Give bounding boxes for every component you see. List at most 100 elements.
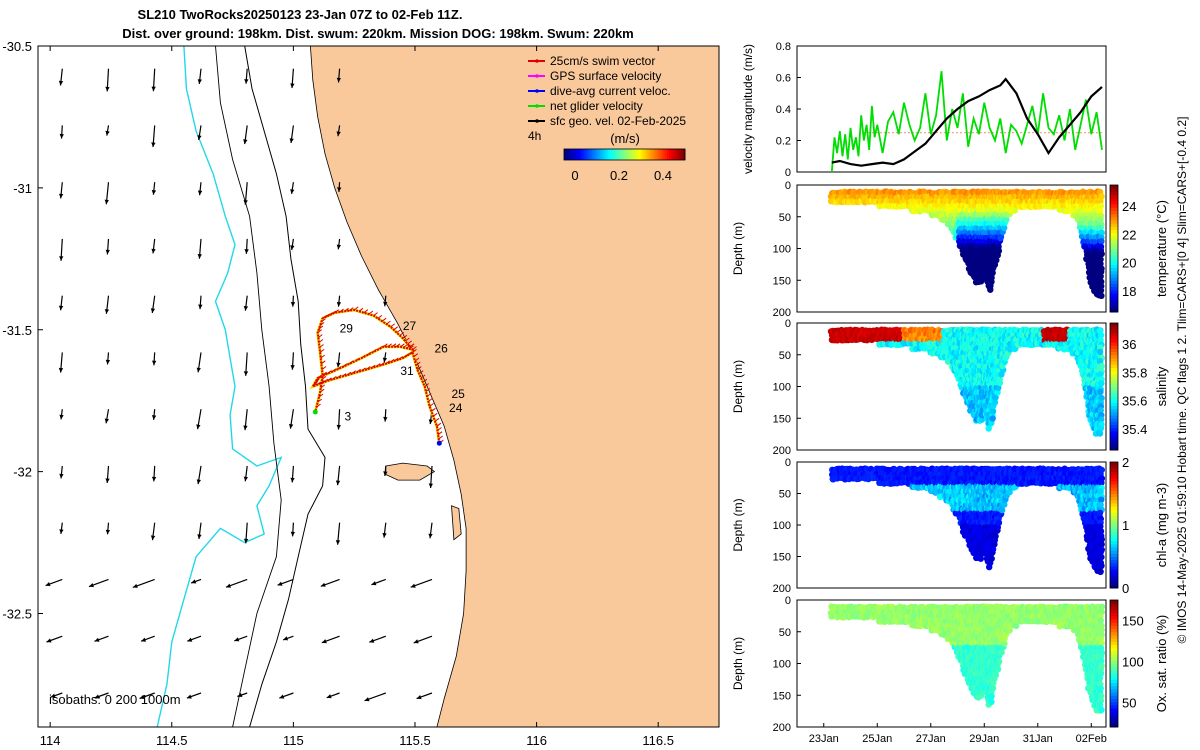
isobath-0m [215,45,282,728]
swim-vector-tick [319,388,325,393]
colorbar-segment [626,149,630,160]
section-point [989,269,996,277]
colorbar-segment [568,149,571,160]
colorbar-segment [620,149,623,160]
swim-vector-tick [396,329,402,334]
swim-vector-tick [393,326,399,331]
colorbar-segment [1110,261,1118,265]
colorbar-segment [656,149,660,160]
section-point [988,278,995,285]
current-arrow-head [335,480,341,486]
current-arrow-head [428,483,433,488]
section-y-tick-label: 100 [773,244,791,256]
section-y-tick-label: 100 [773,382,791,394]
colorbar-segment [1110,191,1118,196]
colorbar-segment [1110,210,1118,215]
swim-vector-tick [336,374,342,379]
map-y-tick-label: -32 [13,465,32,480]
colorbar-segment [1110,223,1118,227]
swim-vector-tick [438,435,444,440]
current-arrow-head [226,583,231,588]
section-y-tick-label: 150 [773,275,791,287]
swim-vector-tick [436,422,442,427]
colorbar-segment [566,149,569,160]
current-arrow-head [369,638,375,643]
current-arrow-head [320,582,326,587]
legend-label: sfc geo. vel. 02-Feb-2025 [550,114,686,128]
swim-vector-tick [372,348,377,353]
swim-vector-tick [422,378,428,383]
colorbar-segment [594,149,597,160]
colorbar-segment [1110,415,1118,419]
map-axes-frame [37,45,720,728]
swim-vector-tick [331,310,337,315]
colorbar-segment [1110,332,1118,337]
current-arrow-head [244,79,249,84]
colorbar-segment [1110,207,1118,211]
legend-note: 4h [528,129,541,143]
colorbar-segment [1110,226,1118,230]
current-arrow-head [383,471,388,476]
swim-vector-tick [365,366,371,370]
swim-vector-tick [425,388,431,392]
swim-vector-tick [412,346,417,351]
current-arrow-head [105,130,110,136]
current-arrow-head [191,579,197,584]
swim-vector-tick [377,314,383,319]
swim-vector-tick [368,310,374,315]
current-arrow-head [382,532,387,538]
colorbar-segment [1110,342,1118,346]
current-arrow-head [243,200,248,205]
swim-vector-tick [417,366,422,370]
swim-vector-tick [375,363,381,368]
swim-vector-tick [381,317,387,322]
colorbar-segment [622,149,625,160]
colorbar-segment [1110,427,1118,432]
current-arrow-head [237,692,243,697]
colorbar-title: salinity [1154,366,1169,406]
colorbar-segment [1110,200,1118,205]
colorbar-tick-label: 22 [1122,227,1136,242]
current-arrow-head [243,425,248,431]
swim-vector-tick [317,329,323,334]
colorbar-segment [580,149,583,160]
swim-vector-tick [389,358,395,363]
current-arrow-head [151,190,157,195]
land-mass [309,45,720,728]
current-arrow-head [243,306,249,311]
colorbar-segment [1110,345,1118,349]
colorbar-tick-label: 0 [571,168,578,183]
current-arrow-head [150,308,156,313]
colorbar-segment [1110,270,1118,275]
colorbar-segment [650,149,654,160]
colorbar-segment [1110,185,1118,189]
colorbar-segment [1110,424,1118,429]
colorbar-segment [584,149,587,160]
colorbar-segment [1110,232,1118,237]
current-arrow-head [104,418,109,424]
swim-vector-tick [319,348,325,353]
current-arrow-head [243,538,249,544]
swim-vector-tick [393,357,399,362]
current-arrow-head [335,540,341,545]
swim-vector-tick [402,334,408,339]
current-arrow-head [196,424,201,430]
swim-vector-tick [317,374,323,379]
swim-vector-tick [318,325,324,330]
swim-vector-tick [400,343,405,348]
swim-vector-tick [320,360,326,365]
colorbar-segment [1110,361,1118,365]
swim-vector-tick [398,356,403,360]
swim-vector-tick [434,417,440,422]
legend-swatch-dot [535,104,539,108]
colorbar-tick-label: 35.8 [1122,365,1147,380]
current-arrow-head [326,694,332,699]
swim-vector-tick [391,343,397,348]
current-arrow-head [94,637,100,642]
colorbar-segment [1110,383,1118,387]
colorbar-title: (m/s) [610,131,640,146]
section-data-points [827,188,1106,299]
current-arrow-head [290,245,295,250]
